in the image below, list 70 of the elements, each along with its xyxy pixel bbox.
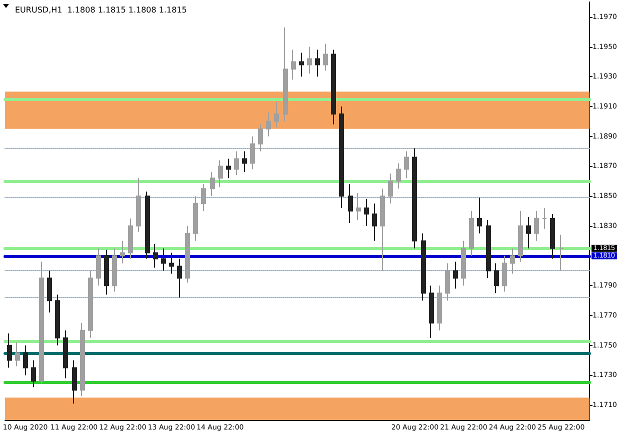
candlestick	[380, 188, 385, 272]
candlestick	[153, 243, 158, 268]
candlestick	[396, 162, 401, 190]
candlestick	[104, 249, 109, 296]
candlestick	[315, 49, 320, 78]
candlestick	[88, 270, 93, 338]
candlestick	[477, 197, 482, 234]
candlestick	[445, 262, 450, 302]
candlestick	[421, 232, 426, 302]
candlestick	[534, 210, 539, 242]
candlestick	[55, 294, 60, 346]
candlestick	[510, 248, 515, 274]
candlestick	[461, 240, 466, 286]
candlestick	[145, 191, 150, 260]
candlestick	[494, 262, 499, 294]
candlestick	[339, 106, 344, 209]
candlestick	[63, 330, 68, 379]
candlestick	[177, 258, 182, 298]
candlestick	[161, 248, 166, 272]
candlestick	[185, 225, 190, 284]
candlestick	[307, 46, 312, 74]
candlestick	[201, 184, 206, 212]
candlestick	[23, 344, 28, 376]
candlestick	[429, 285, 434, 338]
candlestick	[542, 208, 547, 230]
candlestick	[242, 150, 247, 173]
candlestick	[193, 196, 198, 242]
candlestick	[266, 112, 271, 137]
candlestick	[323, 43, 328, 72]
candlestick	[72, 360, 77, 404]
candlestick	[234, 150, 239, 176]
candlestick	[47, 270, 52, 314]
candlestick	[299, 52, 304, 78]
candlestick	[453, 261, 458, 290]
candlestick	[550, 213, 555, 260]
candlestick	[291, 49, 296, 80]
candlestick	[469, 210, 474, 256]
candlestick	[559, 234, 564, 272]
candlestick	[372, 203, 377, 242]
candlestick	[526, 216, 531, 249]
candlestick	[226, 158, 231, 179]
candlestick	[348, 184, 353, 224]
candlestick	[218, 160, 223, 188]
candlestick	[404, 150, 409, 179]
candlestick	[7, 332, 12, 368]
candlestick	[388, 173, 393, 204]
candlestick	[169, 252, 174, 274]
candlestick	[437, 285, 442, 331]
candlestick	[96, 248, 101, 286]
chart-title: EURUSD,H1 1.1808 1.1815 1.1808 1.1815	[15, 6, 187, 14]
candlestick	[210, 172, 215, 197]
candlestick	[128, 218, 133, 260]
candlestick	[136, 178, 141, 232]
candlestick	[412, 148, 417, 249]
candlestick	[283, 26, 288, 122]
candlestick	[486, 219, 491, 279]
candlestick	[250, 136, 255, 170]
candlestick	[39, 261, 44, 385]
candlestick	[258, 124, 263, 152]
candlestick	[274, 102, 279, 128]
candlestick	[364, 198, 369, 226]
candlestick	[15, 342, 20, 367]
candlestick	[356, 192, 361, 220]
candlestick	[518, 210, 523, 262]
candlestick	[120, 240, 125, 264]
candlestick	[31, 360, 36, 388]
candlestick	[502, 255, 507, 292]
candlestick	[331, 49, 336, 125]
candlestick	[112, 248, 117, 292]
candlestick	[80, 322, 85, 397]
